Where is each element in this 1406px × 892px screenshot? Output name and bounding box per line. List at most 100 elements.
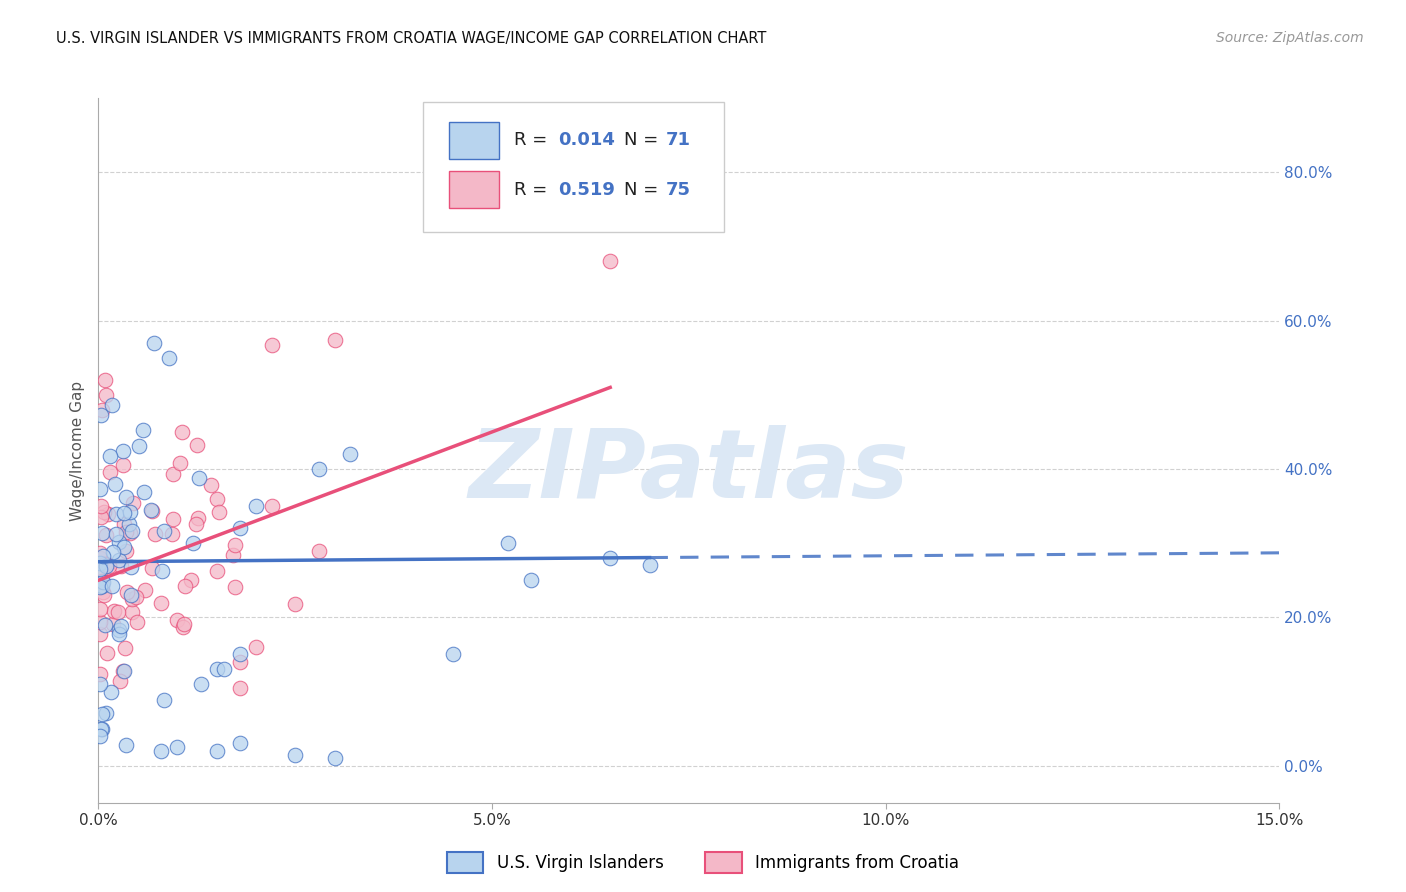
Text: 75: 75	[665, 181, 690, 199]
Point	[229, 736, 252, 750]
Legend: U.S. Virgin Islanders, Immigrants from Croatia: U.S. Virgin Islanders, Immigrants from C…	[440, 846, 966, 880]
Point	[160, 527, 183, 541]
Point	[205, 491, 228, 506]
Point	[187, 511, 209, 525]
Point	[134, 484, 156, 499]
Point	[118, 517, 141, 532]
Point	[97, 508, 120, 522]
Point	[112, 517, 135, 532]
Y-axis label: Wage/Income Gap: Wage/Income Gap	[70, 380, 86, 521]
Point	[121, 605, 143, 619]
Point	[114, 738, 136, 752]
Point	[100, 398, 122, 412]
Point	[107, 626, 129, 640]
Point	[260, 499, 283, 513]
Point	[91, 549, 114, 564]
Point	[308, 462, 330, 476]
Point	[166, 613, 188, 627]
Point	[89, 550, 111, 565]
Point	[496, 536, 519, 550]
Point	[152, 564, 174, 578]
Point	[169, 456, 191, 470]
Point	[145, 527, 167, 541]
Point	[91, 402, 114, 417]
Point	[90, 499, 112, 513]
Point	[114, 490, 136, 504]
Point	[89, 615, 111, 629]
Point	[112, 664, 135, 678]
Point	[107, 605, 129, 619]
Text: R =: R =	[515, 131, 553, 149]
Point	[132, 423, 155, 437]
Point	[93, 505, 115, 519]
Point	[172, 425, 194, 439]
Point	[284, 597, 307, 611]
Point	[208, 505, 231, 519]
Point	[638, 558, 661, 573]
Point	[120, 505, 142, 519]
Point	[308, 544, 330, 558]
Point	[89, 566, 111, 581]
Point	[186, 517, 208, 532]
Point	[229, 521, 252, 535]
Point	[89, 562, 111, 576]
Point	[224, 580, 246, 594]
Point	[100, 685, 122, 699]
Point	[245, 499, 267, 513]
Point	[112, 664, 135, 678]
Point	[229, 681, 252, 695]
Point	[96, 388, 118, 402]
Point	[108, 553, 131, 567]
Text: 71: 71	[665, 131, 690, 149]
Point	[94, 706, 117, 720]
Point	[96, 559, 118, 574]
FancyBboxPatch shape	[449, 171, 499, 208]
Point	[120, 588, 142, 602]
Point	[128, 439, 150, 453]
Text: 0.519: 0.519	[558, 181, 614, 199]
Point	[93, 588, 115, 602]
Point	[599, 254, 621, 268]
Point	[339, 447, 361, 461]
Point	[114, 640, 136, 655]
Point	[93, 373, 115, 387]
Point	[90, 722, 112, 736]
Point	[90, 574, 112, 588]
Point	[112, 458, 135, 472]
Point	[172, 619, 194, 633]
Point	[91, 722, 114, 736]
Text: N =: N =	[624, 131, 664, 149]
Point	[150, 595, 173, 609]
Point	[114, 544, 136, 558]
Point	[190, 677, 212, 691]
Point	[114, 524, 136, 539]
Point	[90, 510, 112, 524]
Point	[157, 351, 180, 365]
Point	[110, 619, 132, 633]
Point	[150, 744, 173, 758]
Point	[91, 706, 114, 721]
Point	[260, 337, 283, 351]
Point	[284, 747, 307, 762]
Point	[89, 667, 111, 681]
Point	[89, 677, 111, 691]
Point	[205, 662, 228, 676]
Point	[214, 662, 236, 676]
Point	[181, 536, 204, 550]
FancyBboxPatch shape	[423, 102, 724, 232]
Point	[323, 751, 346, 765]
Text: 0.014: 0.014	[558, 131, 614, 149]
Point	[91, 575, 114, 590]
Point	[94, 618, 117, 632]
Point	[89, 626, 111, 640]
Point	[98, 450, 121, 464]
Point	[89, 482, 111, 496]
Point	[94, 557, 117, 571]
Point	[222, 549, 245, 563]
Point	[94, 528, 117, 542]
Text: ZIPatlas: ZIPatlas	[468, 425, 910, 518]
Point	[90, 408, 112, 422]
Point	[121, 591, 143, 606]
Point	[166, 740, 188, 755]
Point	[441, 648, 464, 662]
